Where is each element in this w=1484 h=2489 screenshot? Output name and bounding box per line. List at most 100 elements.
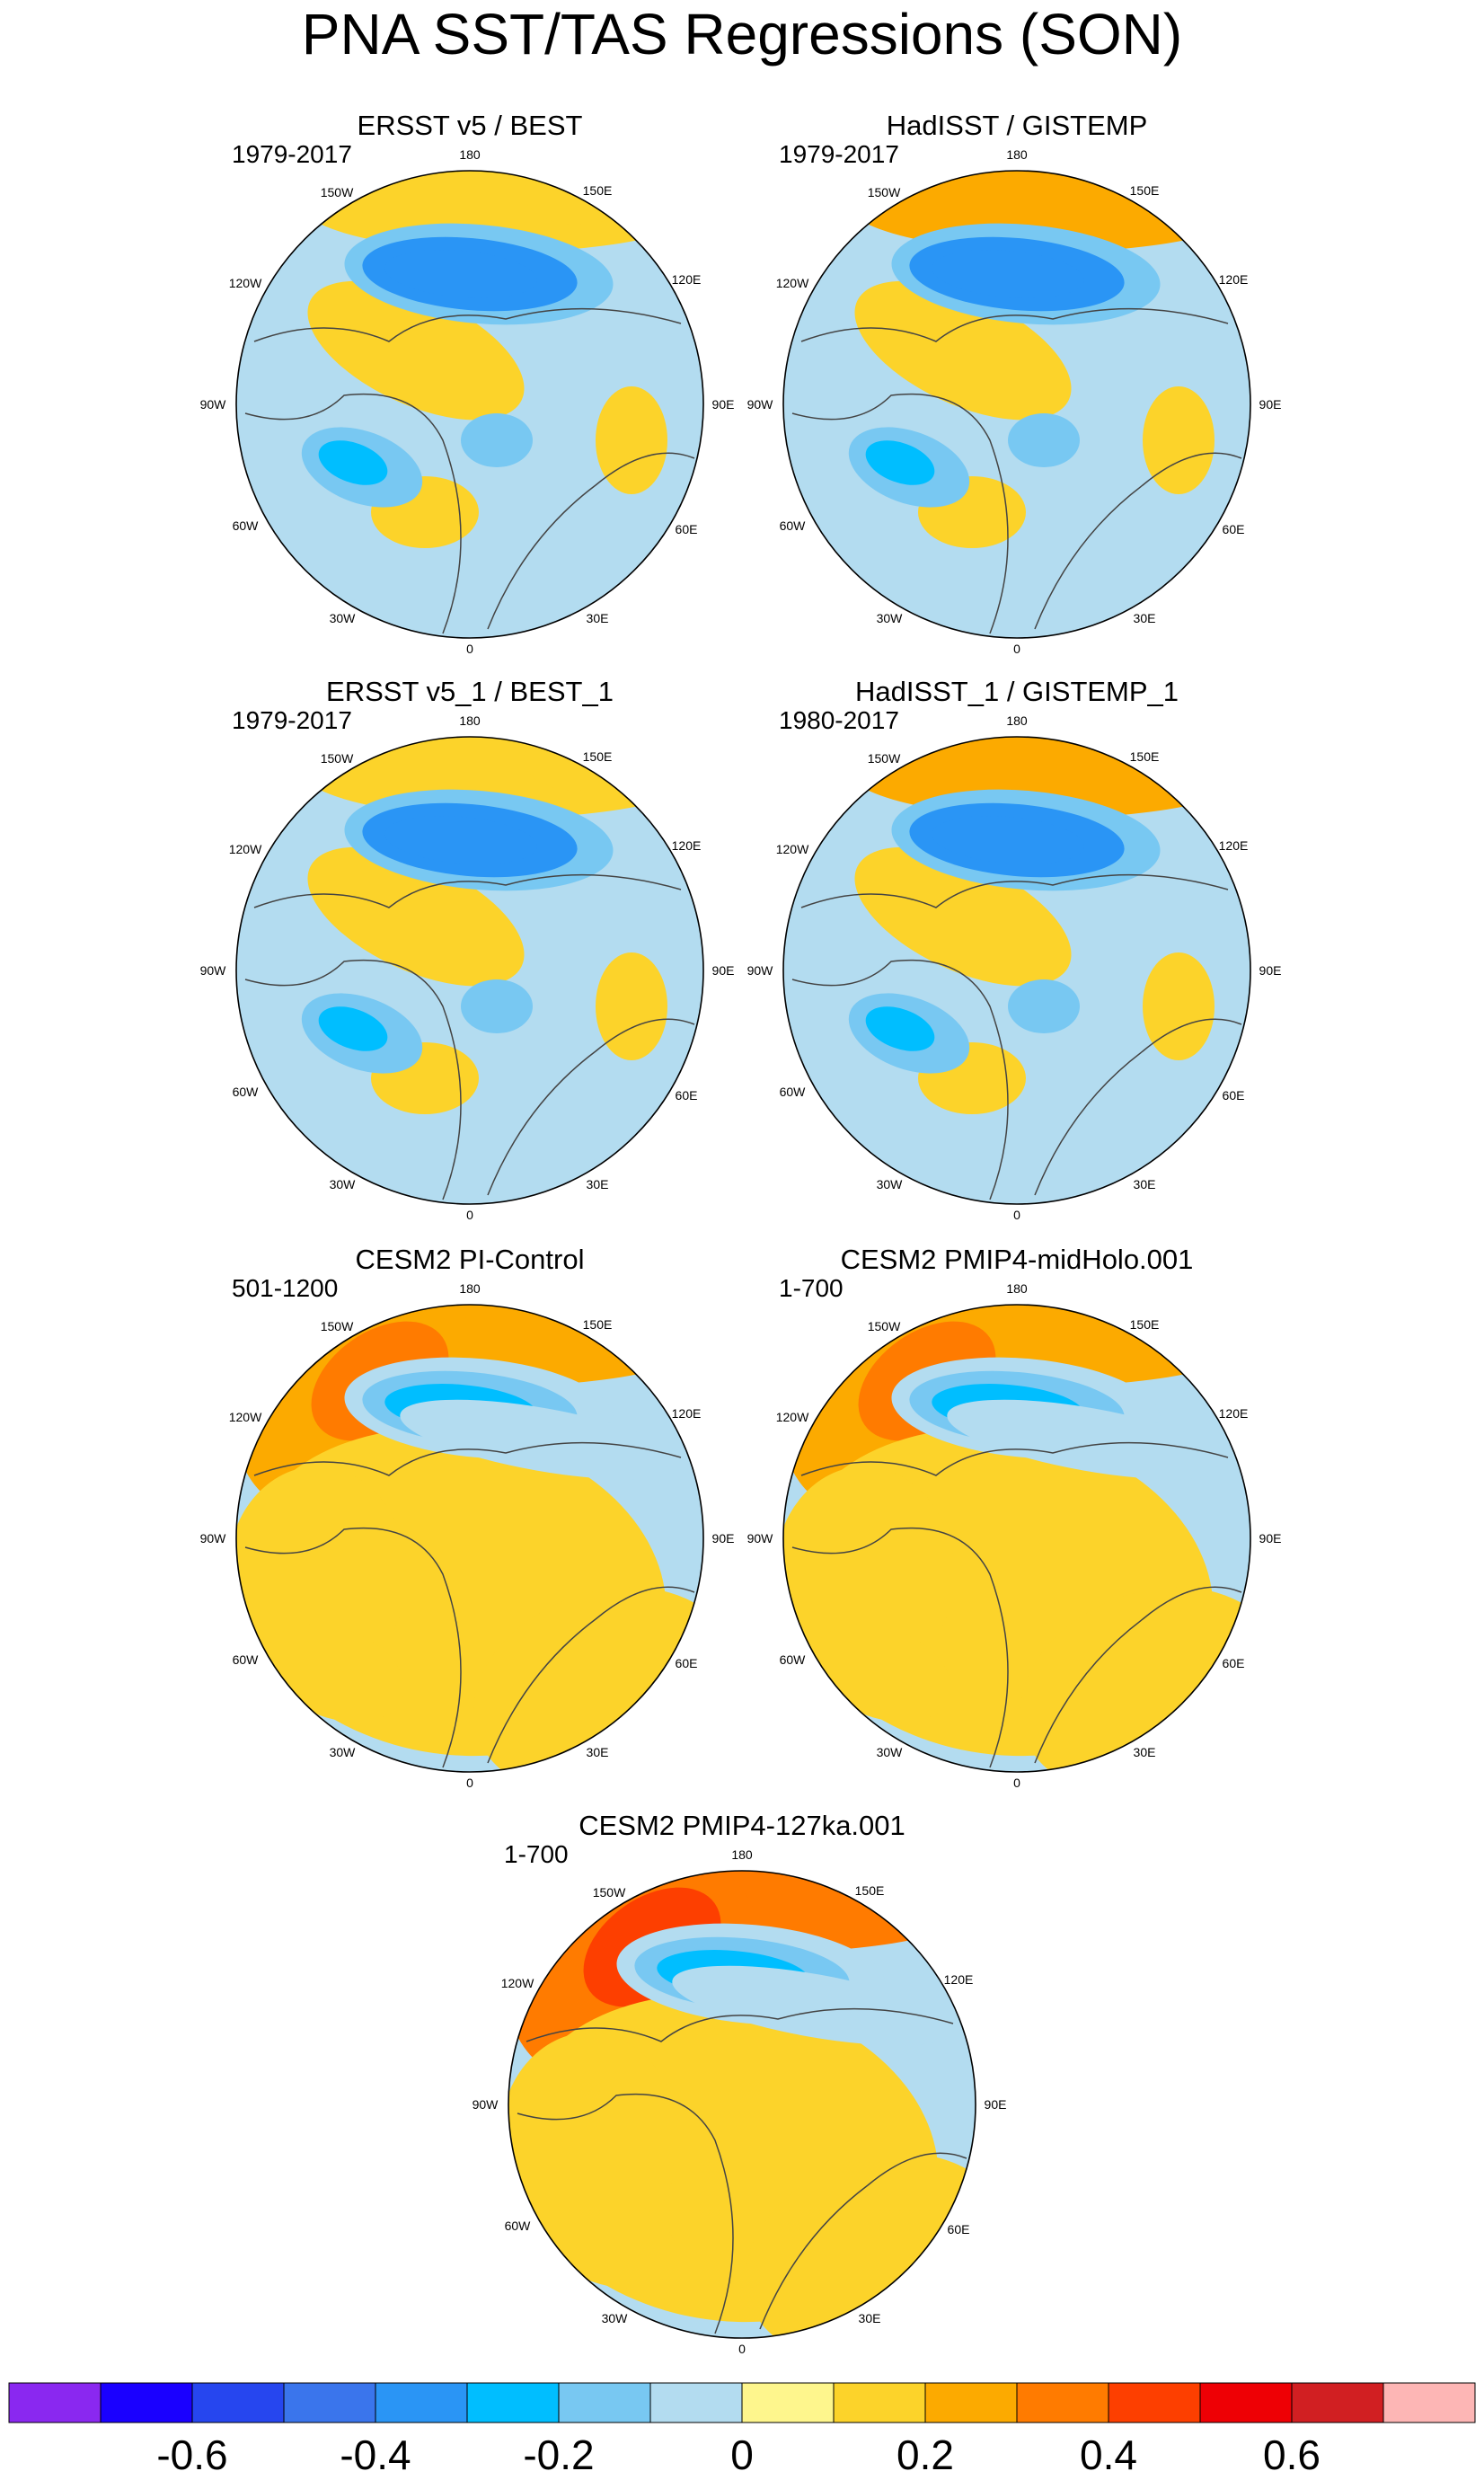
longitude-label: 30E [858,2311,881,2325]
colorbar [8,2382,1476,2423]
longitude-label: 30W [876,611,903,625]
positive-anomaly [1143,952,1215,1060]
colorbar-swatch [1199,2382,1293,2423]
positive-anomaly [307,846,525,987]
polar-map [782,170,1251,639]
longitude-label: 150W [320,185,354,199]
coastline [526,2007,954,2042]
longitude-label: 60W [779,1085,806,1099]
longitude-label: 150E [582,1317,613,1332]
longitude-label: 180 [459,1281,481,1296]
colorbar-tick-label: 0.6 [1263,2431,1321,2478]
colorbar-swatch [1291,2382,1384,2423]
colorbar-tick-label: -0.6 [156,2431,228,2478]
longitude-label: 30W [876,1177,903,1191]
longitude-label: 90E [711,1531,735,1546]
panel-title: CESM2 PI-Control [355,1244,585,1275]
polar-map [235,170,704,639]
panel-years: 1980-2017 [779,706,899,734]
longitude-label: 150E [1129,183,1160,198]
map-boundary [235,736,704,1205]
negative-anomaly [461,979,533,1033]
longitude-label: 90E [711,397,735,412]
longitude-label: 30E [1133,1177,1156,1191]
longitude-label: 120E [1218,1406,1249,1421]
longitude-label: 0 [1013,1208,1020,1222]
coastline [244,393,462,634]
colorbar-swatch [833,2382,926,2423]
colorbar-swatch [100,2382,193,2423]
map-boundary [782,736,1251,1205]
longitude-label: 0 [738,2342,746,2356]
longitude-label: 90E [1259,397,1282,412]
negative-anomaly [400,1399,684,1480]
coastline [791,959,1009,1200]
panel-years: 1979-2017 [779,140,899,168]
longitude-label: 30W [329,1177,356,1191]
longitude-label: 120W [228,842,262,856]
colorbar-swatch [466,2382,560,2423]
longitude-label: 0 [1013,642,1020,656]
longitude-label: 150E [582,749,613,764]
negative-anomaly [1008,979,1080,1033]
longitude-label: 60W [779,518,806,533]
panel-years: 1-700 [779,1274,844,1302]
longitude-label: 90W [199,1531,226,1546]
coastline [487,1586,695,1764]
longitude-label: 90E [1259,963,1282,978]
positive-anomaly [307,280,525,421]
coastline [791,393,1009,634]
longitude-label: 120W [500,1976,534,1990]
positive-anomaly [854,846,1072,987]
longitude-label: 30W [329,611,356,625]
negative-anomaly [1008,413,1080,467]
longitude-label: 90E [1259,1531,1282,1546]
longitude-label: 0 [1013,1776,1020,1790]
longitude-label: 60W [232,1085,259,1099]
negative-anomaly [932,250,1084,298]
longitude-label: 30E [1133,1745,1156,1759]
coastline [244,959,462,1200]
colorbar-swatch [191,2382,285,2423]
longitude-label: 180 [459,147,481,162]
longitude-label: 150W [320,751,354,766]
positive-anomaly [783,1466,954,1682]
colorbar-swatch [649,2382,743,2423]
longitude-label: 30W [876,1745,903,1759]
longitude-label: 120E [671,272,702,287]
longitude-label: 180 [1006,1281,1028,1296]
longitude-label: 150W [320,1319,354,1333]
panel-title: CESM2 PMIP4-127ka.001 [579,1810,905,1841]
longitude-label: 180 [459,713,481,728]
longitude-label: 150W [867,751,901,766]
coastline [487,1018,695,1196]
colorbar-swatch [1382,2382,1476,2423]
longitude-label: 60E [675,1088,698,1103]
coastline [759,2152,967,2330]
map-boundary [235,1304,704,1773]
positive-anomaly [596,952,667,1060]
negative-anomaly [461,413,533,467]
positive-anomaly [812,1624,952,1723]
longitude-label: 30E [586,1177,609,1191]
positive-anomaly [854,280,1072,421]
longitude-label: 60E [675,1656,698,1670]
longitude-label: 60E [1222,522,1245,536]
panel-title: ERSST v5_1 / BEST_1 [326,676,614,707]
longitude-label: 30E [1133,611,1156,625]
colorbar-swatch [375,2382,468,2423]
longitude-label: 150W [867,1319,901,1333]
longitude-label: 120W [775,276,809,290]
colorbar-swatch [558,2382,651,2423]
longitude-label: 0 [466,1208,473,1222]
colorbar-tick-label: 0.4 [1080,2431,1137,2478]
panel-title: HadISST_1 / GISTEMP_1 [854,676,1179,707]
panel-years: 1-700 [504,1840,569,1868]
longitude-label: 60W [779,1652,806,1667]
panel-title: HadISST / GISTEMP [886,110,1148,141]
polar-map [235,736,704,1205]
polar-map [782,1304,1251,1773]
coastline [800,873,1229,908]
longitude-label: 120E [943,1972,974,1987]
negative-anomaly [865,440,935,485]
